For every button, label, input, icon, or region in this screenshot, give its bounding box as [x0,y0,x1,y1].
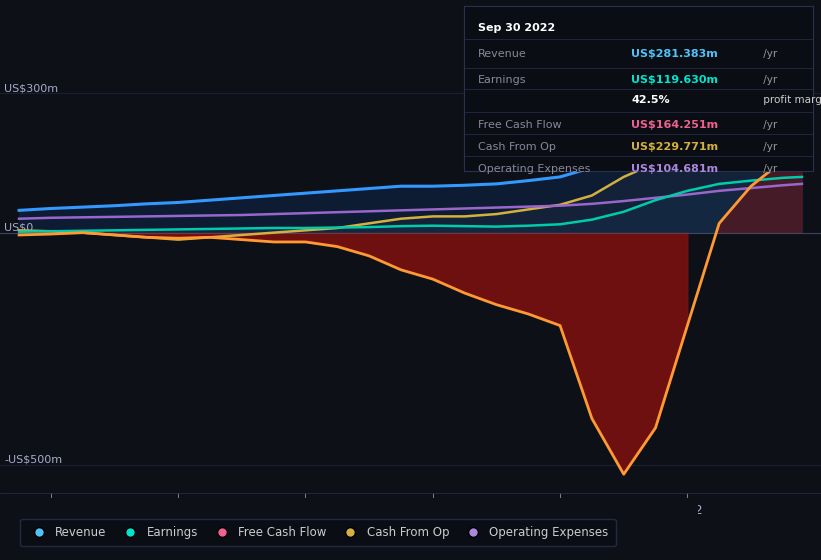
Text: /yr: /yr [760,76,777,86]
Text: /yr: /yr [760,142,777,152]
Text: profit margin: profit margin [760,95,821,105]
Text: US$104.681m: US$104.681m [631,164,718,174]
Text: Earnings: Earnings [478,76,526,86]
Text: /yr: /yr [760,119,777,129]
Text: 42.5%: 42.5% [631,95,670,105]
Text: US$229.771m: US$229.771m [631,142,718,152]
Text: US$164.251m: US$164.251m [631,119,718,129]
Legend: Revenue, Earnings, Free Cash Flow, Cash From Op, Operating Expenses: Revenue, Earnings, Free Cash Flow, Cash … [20,519,616,546]
Text: US$300m: US$300m [4,83,58,94]
Text: Operating Expenses: Operating Expenses [478,164,590,174]
Text: -US$500m: -US$500m [4,455,62,465]
Text: /yr: /yr [760,49,777,59]
Text: US$119.630m: US$119.630m [631,76,718,86]
Text: US$0: US$0 [4,223,34,232]
Text: Revenue: Revenue [478,49,526,59]
Text: Cash From Op: Cash From Op [478,142,556,152]
Text: Sep 30 2022: Sep 30 2022 [478,22,555,32]
Text: US$281.383m: US$281.383m [631,49,718,59]
Text: /yr: /yr [760,164,777,174]
Text: Free Cash Flow: Free Cash Flow [478,119,562,129]
